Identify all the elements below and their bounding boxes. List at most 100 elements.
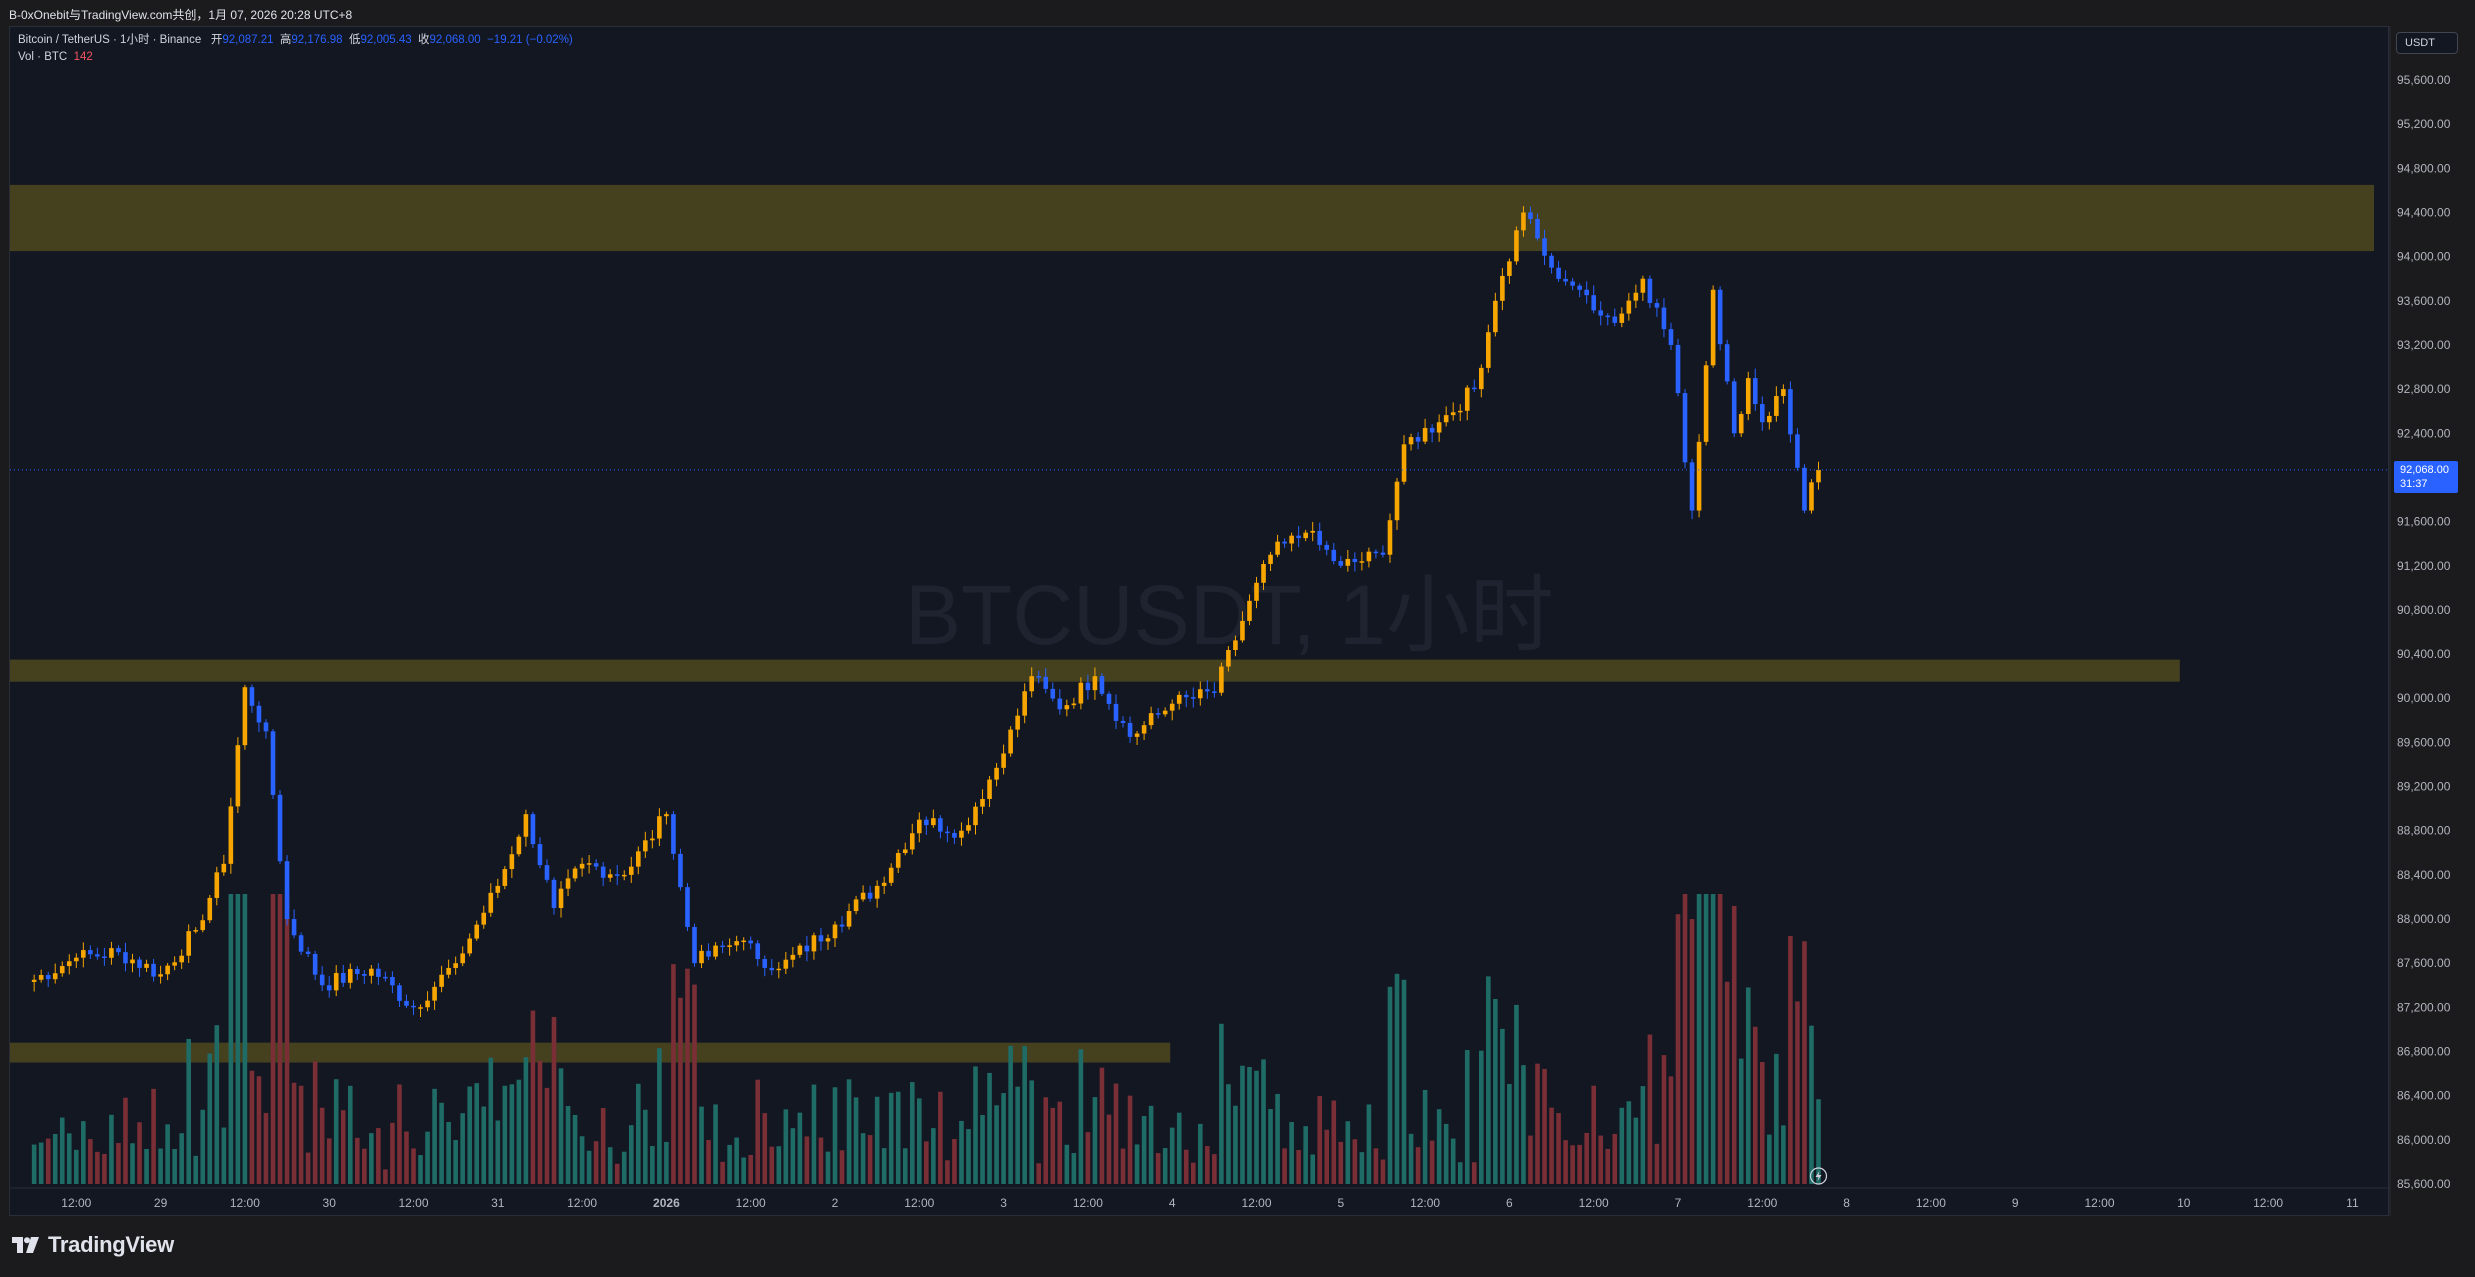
candle-body	[355, 969, 360, 974]
volume-bar	[1689, 919, 1695, 1184]
candle-body	[509, 854, 515, 870]
time-tick-label: 9	[2012, 1196, 2019, 1210]
change-value: −19.21 (−0.02%)	[487, 34, 573, 46]
volume-bar	[537, 1060, 543, 1184]
volume-bar	[544, 1087, 550, 1184]
candle-body	[678, 853, 683, 888]
candle-body	[1022, 691, 1027, 716]
candle-body	[1169, 703, 1175, 711]
candle-body	[439, 974, 444, 987]
volume-bar	[825, 1151, 831, 1184]
volume-bar	[1155, 1153, 1161, 1184]
volume-bar	[783, 1109, 789, 1184]
volume-bar	[551, 1016, 557, 1184]
candle-body	[1036, 676, 1042, 678]
time-tick-label: 12:00	[1747, 1196, 1777, 1210]
volume-bar	[1731, 905, 1737, 1184]
candle-body	[495, 885, 501, 893]
time-tick-label: 10	[2177, 1196, 2191, 1210]
high-value: 92,176.98	[291, 34, 343, 46]
volume-bar	[1310, 1154, 1315, 1184]
volume-label[interactable]: Vol · BTC	[18, 51, 68, 63]
candle-body	[116, 948, 121, 953]
candle-body	[643, 840, 648, 852]
tradingview-logo[interactable]: TradingView	[12, 1232, 174, 1258]
candle-body	[1752, 378, 1758, 405]
volume-bar	[558, 1068, 564, 1184]
candle-body	[1612, 316, 1618, 323]
candle-body	[818, 935, 824, 942]
candle-body	[1514, 230, 1519, 262]
candle-body	[242, 687, 248, 746]
support-resistance-zone	[10, 184, 2374, 252]
candle-body	[1310, 530, 1315, 533]
volume-bar	[397, 1084, 402, 1184]
volume-bar	[678, 997, 683, 1184]
volume-bar	[818, 1137, 824, 1184]
candle-body	[1190, 697, 1196, 699]
candle-body	[783, 959, 789, 969]
candle-body	[151, 963, 156, 977]
candle-body	[657, 816, 662, 839]
candle-body	[881, 882, 887, 886]
volume-bar	[762, 1113, 768, 1184]
volume-bar	[1387, 986, 1393, 1184]
volume-bar	[116, 1143, 121, 1184]
candle-body	[1373, 551, 1379, 554]
window-title: B-0xOnebit与TradingView.com共创，1月 07, 2026…	[9, 8, 353, 22]
price-tick-label: 86,000.00	[2397, 1133, 2451, 1147]
volume-bar	[1050, 1107, 1056, 1184]
volume-bar	[1450, 1138, 1456, 1184]
time-tick-label: 12:00	[1579, 1196, 1609, 1210]
candle-body	[1745, 378, 1751, 415]
candle-body	[333, 973, 339, 991]
open-label: 开	[210, 34, 223, 46]
volume-bar	[235, 894, 241, 1184]
time-tick-label: 30	[323, 1196, 337, 1210]
volume-bar	[1767, 1134, 1772, 1184]
volume-bar	[1619, 1107, 1625, 1184]
volume-bar	[748, 1154, 753, 1184]
price-tick-label: 94,800.00	[2397, 161, 2451, 175]
volume-bar	[1148, 1105, 1154, 1184]
volume-bar	[643, 1109, 648, 1184]
volume-bar	[987, 1072, 992, 1184]
candle-body	[432, 986, 437, 1001]
candle-body	[45, 975, 51, 980]
candle-body	[1647, 278, 1653, 304]
candle-body	[945, 831, 950, 834]
volume-bar	[1802, 941, 1807, 1184]
volume-bar	[1099, 1067, 1105, 1184]
candle-body	[607, 874, 613, 878]
volume-bar	[1261, 1059, 1266, 1184]
volume-bar	[1268, 1109, 1273, 1184]
volume-bar	[692, 984, 697, 1184]
candle-body	[137, 959, 142, 968]
candle-body	[1598, 310, 1604, 316]
volume-bar	[881, 1148, 887, 1184]
volume-bar	[81, 1121, 86, 1184]
candle-body	[628, 866, 634, 875]
price-tick-label: 90,000.00	[2397, 691, 2451, 705]
tradingview-brand: TradingView	[48, 1232, 174, 1257]
candle-body	[938, 818, 943, 832]
candle-body	[952, 832, 957, 838]
candle-body	[762, 959, 768, 968]
volume-bar	[1331, 1100, 1337, 1184]
volume-bar	[516, 1079, 522, 1184]
volume-bar	[277, 894, 283, 1184]
candle-body	[1352, 558, 1358, 563]
candle-body	[959, 830, 964, 838]
volume-bar	[165, 1124, 170, 1184]
candle-body	[650, 838, 655, 841]
volume-bar	[860, 1133, 866, 1184]
footer-bar	[0, 1216, 2475, 1277]
symbol-label[interactable]: Bitcoin / TetherUS · 1小时 · Binance	[18, 34, 202, 46]
candle-body	[1710, 289, 1716, 366]
volume-bar	[1774, 1053, 1779, 1184]
volume-bar	[102, 1153, 107, 1184]
currency-button[interactable]: USDT	[2396, 32, 2458, 54]
volume-bar	[797, 1112, 803, 1184]
candle-body	[832, 924, 838, 939]
